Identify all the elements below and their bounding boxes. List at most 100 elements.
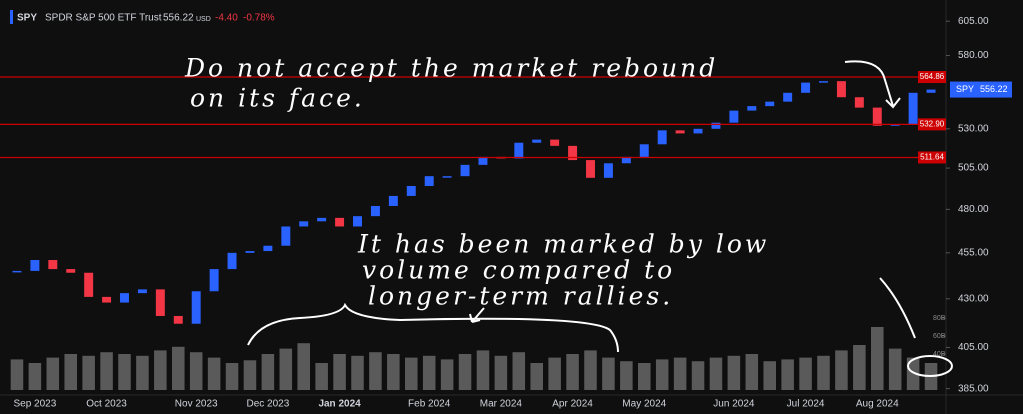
price-bar [711,122,721,129]
last-price-badge [950,81,1012,98]
price-bar [675,130,685,134]
x-tick-label: Dec 2023 [246,399,289,410]
currency: USD [196,16,211,23]
volume-bar [494,355,508,390]
price-bar [263,245,273,252]
price-bar [155,289,165,316]
volume-bar [279,348,293,390]
volume-bar [46,357,60,390]
volume-bar [548,357,561,390]
x-tick-label: Feb 2024 [408,399,451,410]
y-tick-label: 430.00 [958,293,989,304]
instrument-name: SPDR S&P 500 ETF Trust [45,13,162,24]
price-bar [550,139,560,146]
level-badge [918,151,946,164]
y-tick-label: 455.00 [958,247,989,258]
symbol[interactable]: SPY [17,13,37,24]
x-tick-label: Aug 2024 [856,399,899,410]
x-tick-label: Jan 2024 [318,399,361,410]
price-bar [460,164,470,177]
level-badge [918,71,946,84]
price-bar [603,163,613,178]
price: 556.22 [163,13,194,24]
x-tick-label: Sep 2023 [13,399,56,410]
price-bar [478,156,488,165]
price-bar [353,216,362,227]
price-bar [747,106,757,111]
volume-bar [243,360,257,390]
change-percent: -0.78% [243,13,275,24]
volume-bar [566,354,579,390]
volume-bar [870,327,884,390]
y-tick-label: 385.00 [958,383,989,394]
price-bar [854,97,864,108]
volume-bar [207,357,221,390]
y-tick-label: 480.00 [958,204,989,215]
x-tick-label: Oct 2023 [86,399,127,410]
volume-bar [189,352,203,390]
y-tick-label: 505.00 [958,163,989,174]
volume-bar [727,355,741,390]
volume-bar [82,355,95,390]
price-bar [729,110,739,123]
volume-bar [118,354,131,390]
price-bar [12,270,22,273]
volume-bar [691,361,705,390]
price-bar [514,142,524,159]
last-price-symbol: SPY [956,84,974,94]
price-bar [765,101,775,107]
annotation: It has been marked by low [357,230,769,259]
volume-tick-label: 60B [933,333,946,340]
volume-bar [154,350,167,390]
last-price-label: 556.22 [980,84,1008,94]
bracket [247,302,619,353]
x-tick-label: Apr 2024 [552,399,593,410]
volume-bar [351,355,364,390]
price-bar [335,217,345,227]
price-bar [819,81,828,83]
volume-bar [906,357,920,390]
level-label: 511.64 [920,153,944,162]
y-tick-label: 530.00 [958,123,989,134]
volume-bar [261,354,275,390]
price-bar [908,92,918,125]
price-bar [532,139,542,143]
volume-bar [315,363,328,390]
volume-bar [709,357,723,390]
volume-bar [100,352,113,390]
price-bar [801,82,811,93]
price-bar [890,124,900,126]
price-bar [406,185,416,196]
volume-bar [458,354,472,390]
x-tick-label: Jun 2024 [713,399,755,410]
price-bar [102,296,112,303]
volume-bar [10,359,24,390]
price-bar [173,315,183,324]
price-bar [424,176,434,186]
volume-bar [136,355,149,390]
volume-bar [369,352,382,390]
volume-bar [404,357,418,390]
volume-tick-label: 80B [933,315,946,322]
price-bar [836,81,846,98]
price-bar [370,205,380,217]
volume-bar [799,357,812,390]
price-bar [621,156,631,164]
volume-bar [171,346,185,390]
volume-bar [387,354,400,390]
volume-bar [64,354,78,390]
arrow [879,277,916,339]
price-bar [299,221,309,227]
volume-bar [602,357,615,390]
annotation: volume compared to [362,256,675,285]
volume-bar [835,350,848,390]
volume-bar [28,363,42,390]
x-tick-label: Mar 2024 [480,399,523,410]
price-bar [783,92,793,102]
volume-bar [763,361,777,390]
volume-bar [225,363,239,390]
arrow [844,60,901,109]
